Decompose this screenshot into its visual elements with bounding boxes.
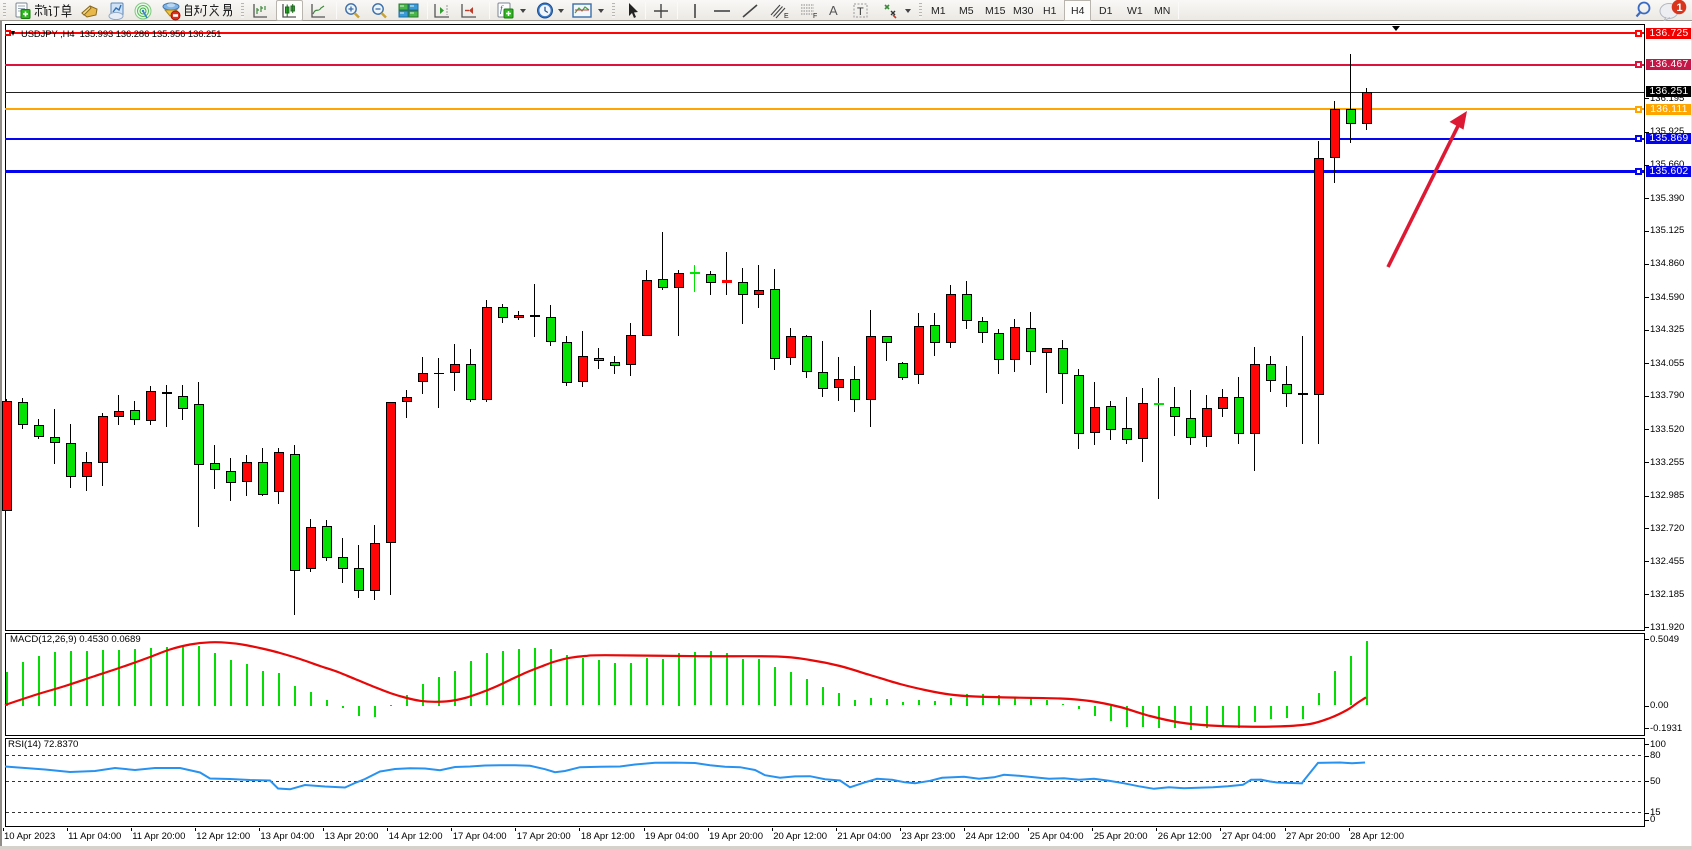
svg-text:T: T: [857, 6, 864, 18]
svg-text:f: f: [500, 4, 504, 14]
svg-text:F: F: [813, 13, 817, 20]
svg-text:1: 1: [1677, 2, 1683, 14]
svg-text:E: E: [784, 13, 789, 20]
